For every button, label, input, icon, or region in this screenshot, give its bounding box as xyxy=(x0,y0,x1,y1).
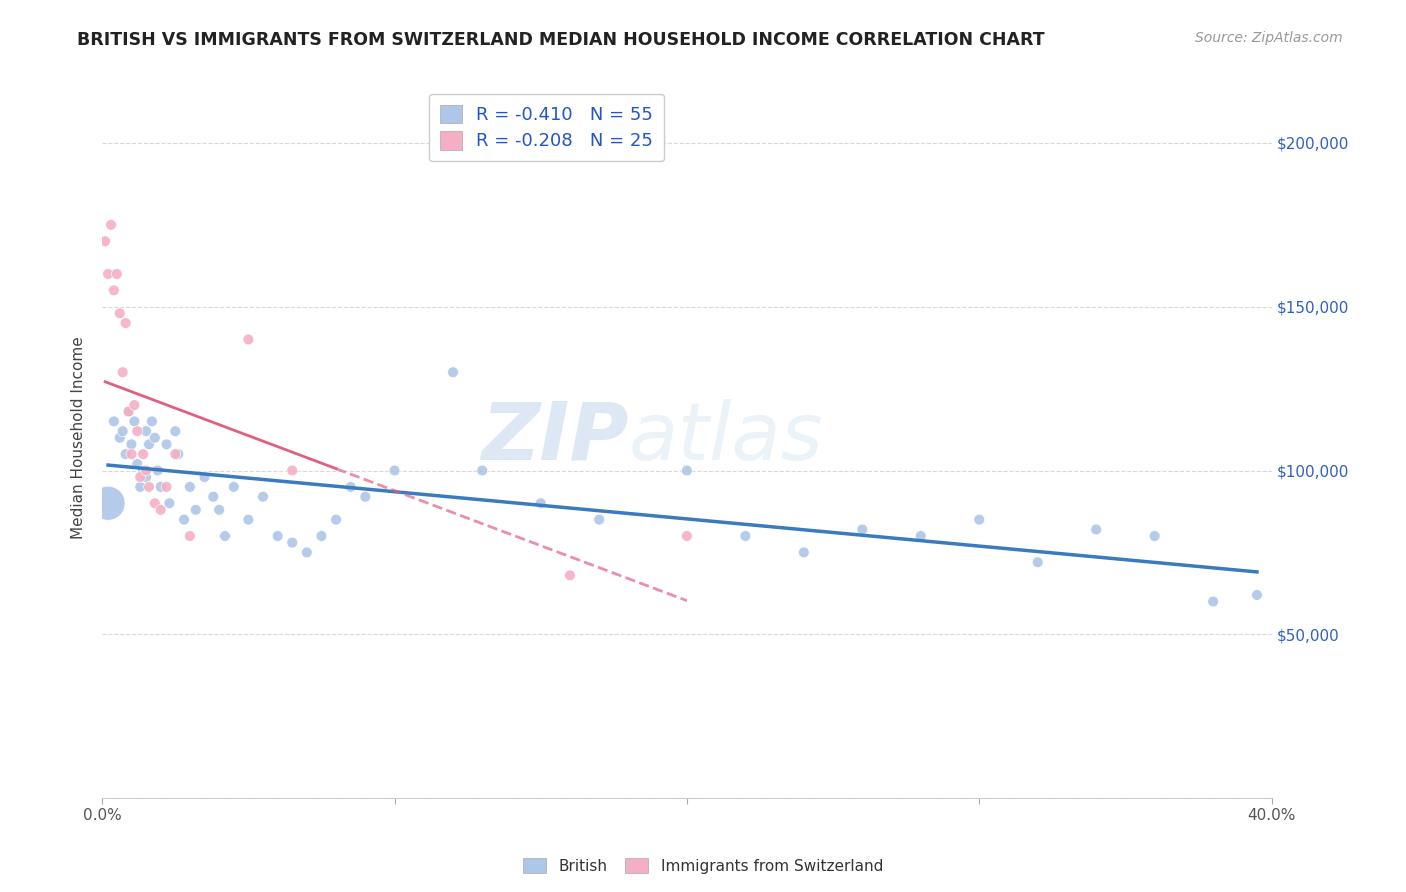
Point xyxy=(1026,555,1049,569)
Point xyxy=(202,490,225,504)
Point xyxy=(108,306,131,320)
Point xyxy=(214,529,236,543)
Point xyxy=(281,463,304,477)
Point xyxy=(94,234,117,248)
Point xyxy=(124,398,146,412)
Text: BRITISH VS IMMIGRANTS FROM SWITZERLAND MEDIAN HOUSEHOLD INCOME CORRELATION CHART: BRITISH VS IMMIGRANTS FROM SWITZERLAND M… xyxy=(77,31,1045,49)
Point xyxy=(184,503,207,517)
Point xyxy=(117,404,139,418)
Point xyxy=(208,503,231,517)
Point xyxy=(159,496,181,510)
Point xyxy=(120,447,142,461)
Point xyxy=(129,480,152,494)
Point xyxy=(281,535,304,549)
Point xyxy=(132,447,155,461)
Point xyxy=(222,480,245,494)
Point xyxy=(100,218,122,232)
Y-axis label: Median Household Income: Median Household Income xyxy=(72,336,86,539)
Point xyxy=(793,545,815,559)
Point xyxy=(165,424,187,438)
Point xyxy=(530,496,553,510)
Point xyxy=(1143,529,1166,543)
Point xyxy=(108,431,131,445)
Point xyxy=(1202,594,1225,608)
Legend: R = -0.410   N = 55, R = -0.208   N = 25: R = -0.410 N = 55, R = -0.208 N = 25 xyxy=(429,94,664,161)
Point xyxy=(165,447,187,461)
Point xyxy=(111,365,134,379)
Point xyxy=(252,490,274,504)
Point xyxy=(155,480,177,494)
Point xyxy=(441,365,464,379)
Point xyxy=(143,496,166,510)
Text: ZIP: ZIP xyxy=(481,399,628,476)
Point xyxy=(354,490,377,504)
Point xyxy=(103,414,125,428)
Point xyxy=(967,513,990,527)
Point xyxy=(146,463,169,477)
Point xyxy=(734,529,756,543)
Point xyxy=(120,437,142,451)
Point xyxy=(103,284,125,298)
Point xyxy=(384,463,406,477)
Point xyxy=(193,470,215,484)
Point xyxy=(471,463,494,477)
Point xyxy=(558,568,581,582)
Point xyxy=(266,529,288,543)
Point xyxy=(135,470,157,484)
Point xyxy=(676,529,699,543)
Point xyxy=(179,529,201,543)
Point xyxy=(238,333,260,347)
Point xyxy=(138,480,160,494)
Point xyxy=(138,437,160,451)
Point xyxy=(1246,588,1268,602)
Point xyxy=(135,463,157,477)
Point xyxy=(132,463,155,477)
Text: Source: ZipAtlas.com: Source: ZipAtlas.com xyxy=(1195,31,1343,45)
Point xyxy=(129,470,152,484)
Point xyxy=(179,480,201,494)
Point xyxy=(141,414,163,428)
Point xyxy=(238,513,260,527)
Point xyxy=(851,523,873,537)
Point xyxy=(143,431,166,445)
Point xyxy=(97,267,120,281)
Point xyxy=(339,480,361,494)
Point xyxy=(97,496,120,510)
Legend: British, Immigrants from Switzerland: British, Immigrants from Switzerland xyxy=(517,852,889,880)
Point xyxy=(135,424,157,438)
Point xyxy=(114,316,136,330)
Point xyxy=(676,463,699,477)
Point xyxy=(105,267,128,281)
Point xyxy=(127,424,149,438)
Point xyxy=(1085,523,1108,537)
Point xyxy=(588,513,610,527)
Point xyxy=(910,529,932,543)
Point xyxy=(124,414,146,428)
Point xyxy=(173,513,195,527)
Point xyxy=(167,447,190,461)
Point xyxy=(149,480,172,494)
Point xyxy=(127,457,149,471)
Point xyxy=(117,404,139,418)
Point xyxy=(114,447,136,461)
Point xyxy=(111,424,134,438)
Point xyxy=(295,545,318,559)
Point xyxy=(155,437,177,451)
Point xyxy=(149,503,172,517)
Text: atlas: atlas xyxy=(628,399,823,476)
Point xyxy=(325,513,347,527)
Point xyxy=(311,529,333,543)
